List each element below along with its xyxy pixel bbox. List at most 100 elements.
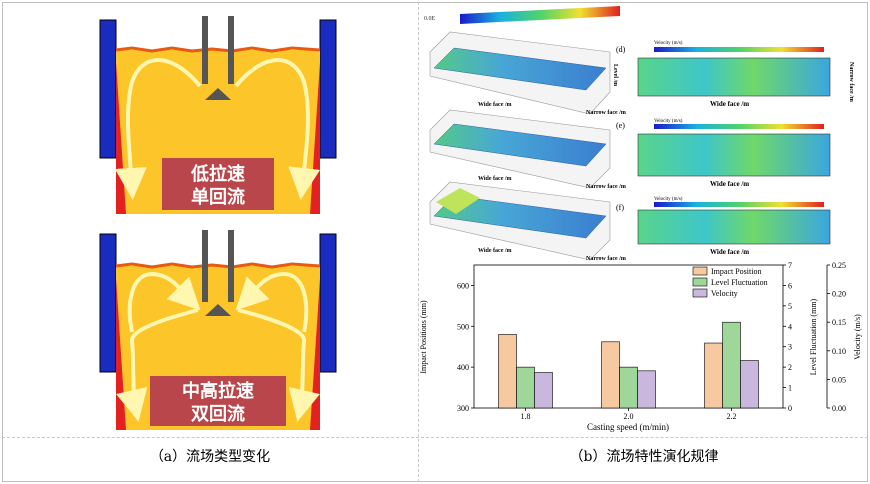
surface-view-3: Wide face /m Narrow face /m [429, 181, 626, 262]
flow-arrow-right-lower [237, 308, 320, 422]
bar [722, 321, 741, 409]
contour-title: Velocity (m/s) [654, 197, 683, 202]
flow-arrow-left [114, 58, 202, 200]
flow-pattern-diagram: 低拉速 单回流 中高拉速 双回流 [99, 16, 337, 430]
bar-series [498, 321, 759, 409]
y-left-tick-label: 500 [457, 322, 469, 331]
contour-plot-f: (f) Velocity (m/s) Wide face /m [616, 197, 831, 256]
surface-views-3d: 0.0E Wide face /m Narrow face /m Level /… [424, 6, 626, 262]
contour-field [637, 133, 831, 177]
contour-colorbar [654, 47, 824, 52]
chart-legend: Impact Position Level Fluctuation Velocity [692, 266, 768, 298]
sen-left [202, 230, 208, 302]
legend-colorbar-3d [460, 6, 620, 24]
sen-nozzle [205, 304, 231, 316]
y-mid-tick-label: 3 [788, 343, 792, 352]
y-right-tick-label: 0.25 [832, 261, 846, 270]
legend-swatch [692, 288, 708, 298]
y-mid-tick-label: 6 [788, 281, 792, 290]
y-right-tick-label: 0.15 [832, 318, 846, 327]
bar [516, 366, 535, 409]
y-left-tick-label: 400 [457, 363, 469, 372]
contour-colorbar [654, 202, 824, 207]
y-mid-tick-label: 5 [788, 302, 792, 311]
contour-label: (d) [616, 45, 626, 54]
contour-label: (e) [616, 121, 625, 130]
bar [534, 372, 553, 409]
steel-surface [115, 46, 321, 53]
left-mold-wall [99, 19, 117, 159]
sen-right [228, 230, 234, 302]
right-mold-wall [319, 233, 337, 373]
bar [619, 366, 638, 409]
label-low-speed: 低拉速 [190, 163, 245, 185]
x-tick-label: 2.2 [727, 412, 737, 421]
panel-divider-vertical [418, 2, 419, 482]
axis-narrow-face: Narrow face /m [586, 184, 626, 190]
y-right-tick-label: 0.05 [832, 375, 846, 384]
double-roll-mold: 中高拉速 双回流 [99, 230, 337, 430]
flow-arrow-left-lower [116, 308, 199, 422]
contour-title: Velocity (m/s) [654, 119, 683, 124]
hot-spot [436, 188, 480, 214]
y-mid-tick-label: 2 [788, 363, 792, 372]
panel-divider-horizontal [2, 437, 868, 438]
legend-label: Impact Position [711, 267, 761, 276]
right-mold-wall [319, 19, 337, 159]
axis-wide-face: Wide face /m [478, 102, 512, 108]
label-single-roll: 单回流 [191, 186, 245, 208]
contour-plot-d: (d) Velocity (m/s) Wide face /m Narrow f… [616, 41, 854, 108]
y-left-tick-label: 600 [457, 281, 469, 290]
sen-nozzle [205, 88, 231, 100]
label-box-top [162, 158, 274, 210]
contour-title: Velocity (m/s) [654, 41, 683, 46]
label-double-roll: 双回流 [191, 403, 245, 425]
y-right-label: Velocity (m/s) [853, 314, 862, 360]
single-roll-mold: 低拉速 单回流 [99, 16, 337, 214]
legend-swatch [692, 277, 708, 287]
y-mid-tick-label: 4 [788, 322, 792, 331]
label-box-bottom [150, 376, 286, 426]
contour-axis-x: Wide face /m [710, 180, 749, 188]
contour-label: (f) [616, 203, 624, 212]
flow-arrow-right [234, 58, 321, 200]
sen-left [202, 16, 208, 84]
x-tick-label: 1.8 [521, 412, 531, 421]
contour-axis-y: Narrow face /m [848, 62, 854, 102]
axis-wide-face: Wide face /m [478, 176, 512, 182]
contour-colorbar [654, 124, 824, 129]
contour-axis-x: Wide face /m [710, 100, 749, 108]
sen-right [228, 16, 234, 84]
y-right-tick-label: 0.00 [832, 404, 846, 413]
axis-narrow-face: Narrow face /m [586, 256, 626, 262]
flow-arrow-right-upper [235, 271, 309, 333]
surface-view-1: Wide face /m Narrow face /m Level /m [429, 31, 626, 116]
y-mid-tick-label: 1 [788, 384, 792, 393]
legend-min-label: 0.0E [424, 16, 436, 22]
caption-b: （b）流场特性演化规律 [569, 449, 719, 465]
bar [637, 370, 656, 409]
axis-narrow-face: Narrow face /m [586, 110, 626, 116]
contour-plot-e: (e) Velocity (m/s) Wide face /m [616, 119, 831, 188]
y-right-tick-label: 0.10 [832, 347, 846, 356]
legend-label: Level Fluctuation [711, 278, 768, 287]
label-mid-high-speed: 中高拉速 [182, 380, 254, 402]
x-axis: 1.8 2.0 2.2 [521, 408, 737, 421]
bar [601, 341, 620, 409]
axis-wide-face: Wide face /m [478, 248, 512, 254]
steel-surface [115, 262, 321, 269]
surface-view-2: Wide face /m Narrow face /m [429, 109, 626, 190]
y-mid-tick-label: 7 [788, 261, 792, 270]
left-mold-wall [99, 233, 117, 373]
contour-field [637, 209, 831, 245]
y-right-tick-label: 0.20 [832, 290, 846, 299]
y-axis-mid: 0 1 2 3 4 5 6 7 [783, 261, 792, 413]
legend-label: Velocity [711, 289, 738, 298]
y-mid-tick-label: 0 [788, 404, 792, 413]
caption-a: （a）流场类型变化 [149, 449, 271, 465]
y-left-tick-label: 300 [457, 404, 469, 413]
bar [704, 342, 723, 409]
contour-axis-x: Wide face /m [710, 248, 749, 256]
flow-arrow-left-upper [127, 271, 201, 333]
